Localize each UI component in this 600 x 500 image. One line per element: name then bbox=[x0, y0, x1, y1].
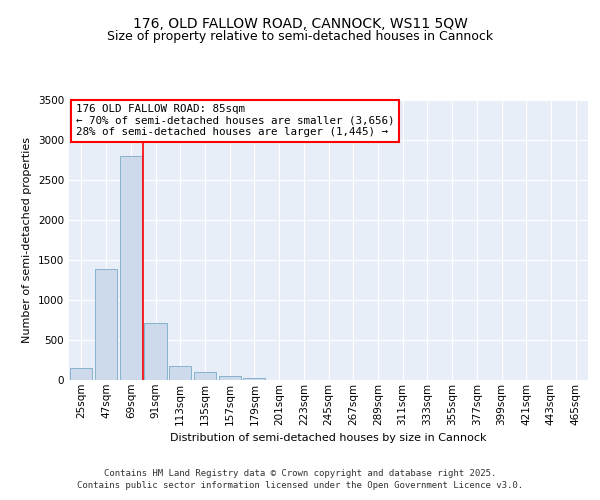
Y-axis label: Number of semi-detached properties: Number of semi-detached properties bbox=[22, 137, 32, 343]
X-axis label: Distribution of semi-detached houses by size in Cannock: Distribution of semi-detached houses by … bbox=[170, 433, 487, 443]
Text: 176 OLD FALLOW ROAD: 85sqm
← 70% of semi-detached houses are smaller (3,656)
28%: 176 OLD FALLOW ROAD: 85sqm ← 70% of semi… bbox=[76, 104, 394, 138]
Bar bbox=[145, 323, 167, 380]
Text: Size of property relative to semi-detached houses in Cannock: Size of property relative to semi-detach… bbox=[107, 30, 493, 43]
Bar bbox=[194, 372, 216, 380]
Text: 176, OLD FALLOW ROAD, CANNOCK, WS11 5QW: 176, OLD FALLOW ROAD, CANNOCK, WS11 5QW bbox=[133, 18, 467, 32]
Text: Contains HM Land Registry data © Crown copyright and database right 2025.
Contai: Contains HM Land Registry data © Crown c… bbox=[77, 468, 523, 490]
Bar bbox=[70, 368, 92, 380]
Bar bbox=[95, 269, 117, 380]
Bar bbox=[218, 376, 241, 380]
Bar bbox=[169, 366, 191, 380]
Bar bbox=[119, 156, 142, 380]
Bar bbox=[243, 378, 265, 380]
